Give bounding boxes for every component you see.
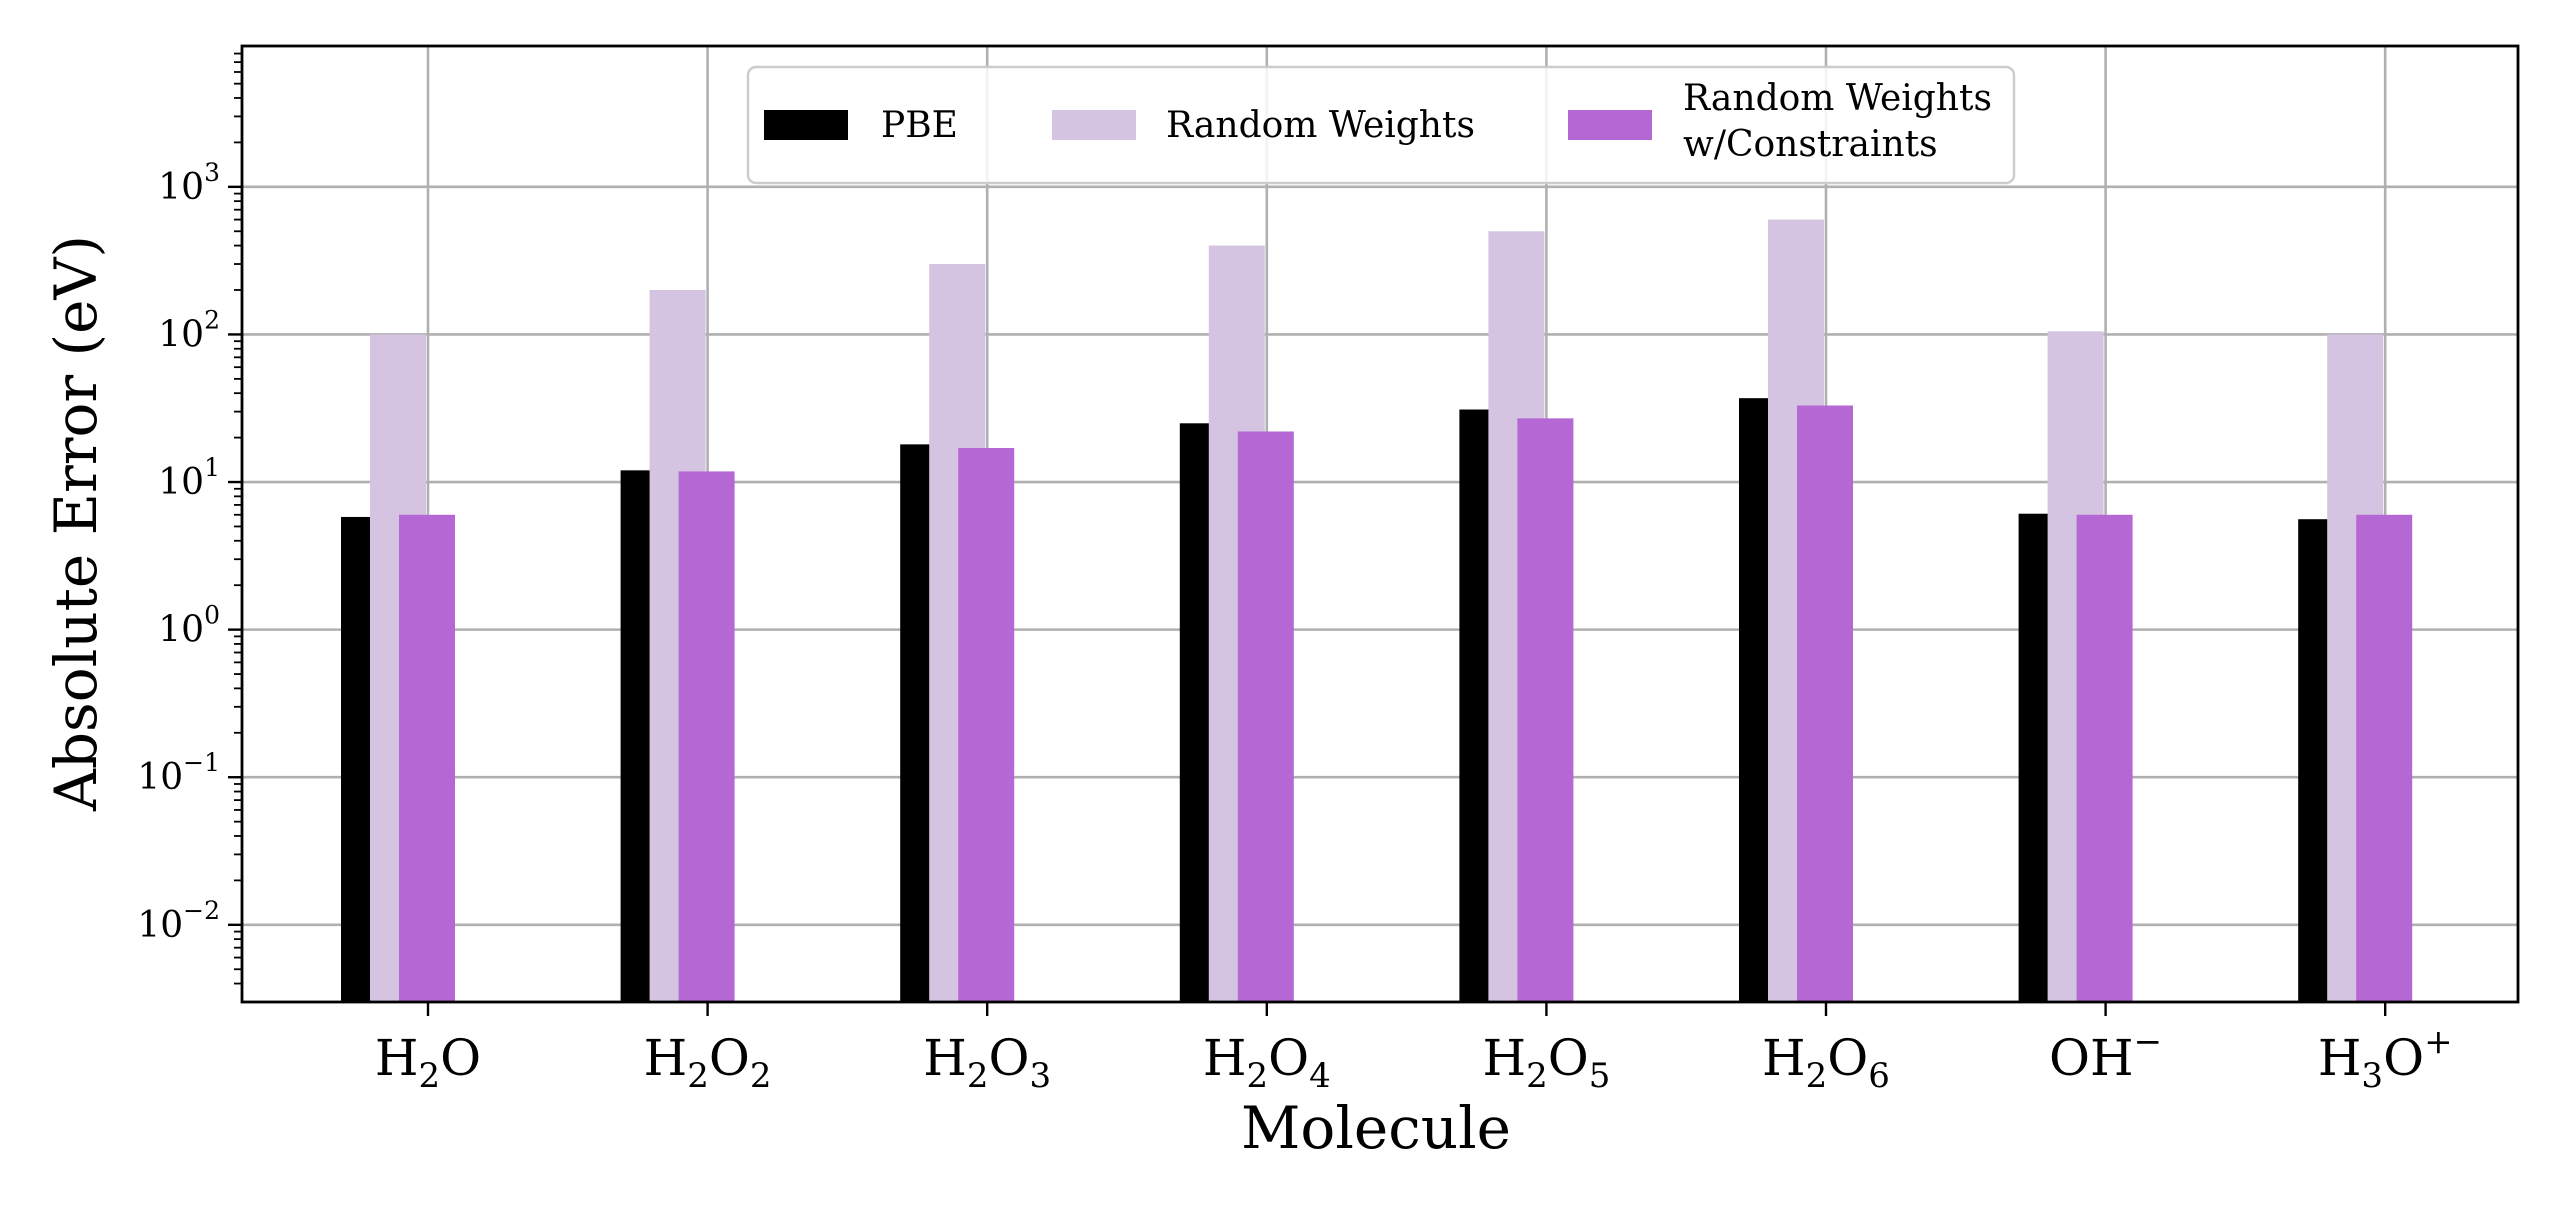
bar-random-weights-w-constraints (958, 448, 1015, 1002)
y-tick-label: 103 (158, 158, 220, 208)
x-tick-label: H2O6 (1762, 1029, 1890, 1096)
bar-random-weights-w-constraints (678, 471, 735, 1002)
y-tick-label: 102 (158, 305, 220, 355)
x-axis-label: Molecule (1241, 1094, 1511, 1162)
x-tick-label: H3O+ (2318, 1022, 2453, 1096)
legend-label: Random Weights (1166, 105, 1475, 146)
legend-swatch (764, 110, 848, 140)
y-tick-label: 10−2 (137, 896, 220, 946)
y-tick-label: 100 (158, 601, 220, 651)
x-tick-label: H2O4 (1203, 1029, 1331, 1096)
legend-swatch (1052, 110, 1136, 140)
legend-label: PBE (881, 105, 958, 146)
y-axis-label: Absolute Error (eV) (42, 235, 110, 812)
bar-random-weights-w-constraints (2076, 514, 2133, 1002)
bar-random-weights-w-constraints (1517, 418, 1574, 1002)
x-tick-label: OH− (2049, 1022, 2162, 1087)
y-tick-label: 10−1 (137, 748, 220, 798)
bar-random-weights-w-constraints (2356, 514, 2413, 1002)
x-tick-label: H2O (375, 1029, 481, 1096)
plot-frame (240, 44, 2520, 1004)
bar-random-weights-w-constraints (1797, 405, 1853, 1002)
x-tick-label: H2O3 (923, 1029, 1051, 1096)
x-tick-label: H2O5 (1482, 1029, 1610, 1096)
bar-random-weights-w-constraints (399, 514, 455, 1002)
y-tick-label: 101 (158, 453, 220, 503)
bar-random-weights-w-constraints (1237, 431, 1294, 1002)
legend-label: Random Weights w/Constraints (1683, 78, 1992, 165)
x-tick-label: H2O2 (644, 1029, 772, 1096)
legend-box (746, 65, 2016, 185)
legend-swatch (1568, 110, 1652, 140)
